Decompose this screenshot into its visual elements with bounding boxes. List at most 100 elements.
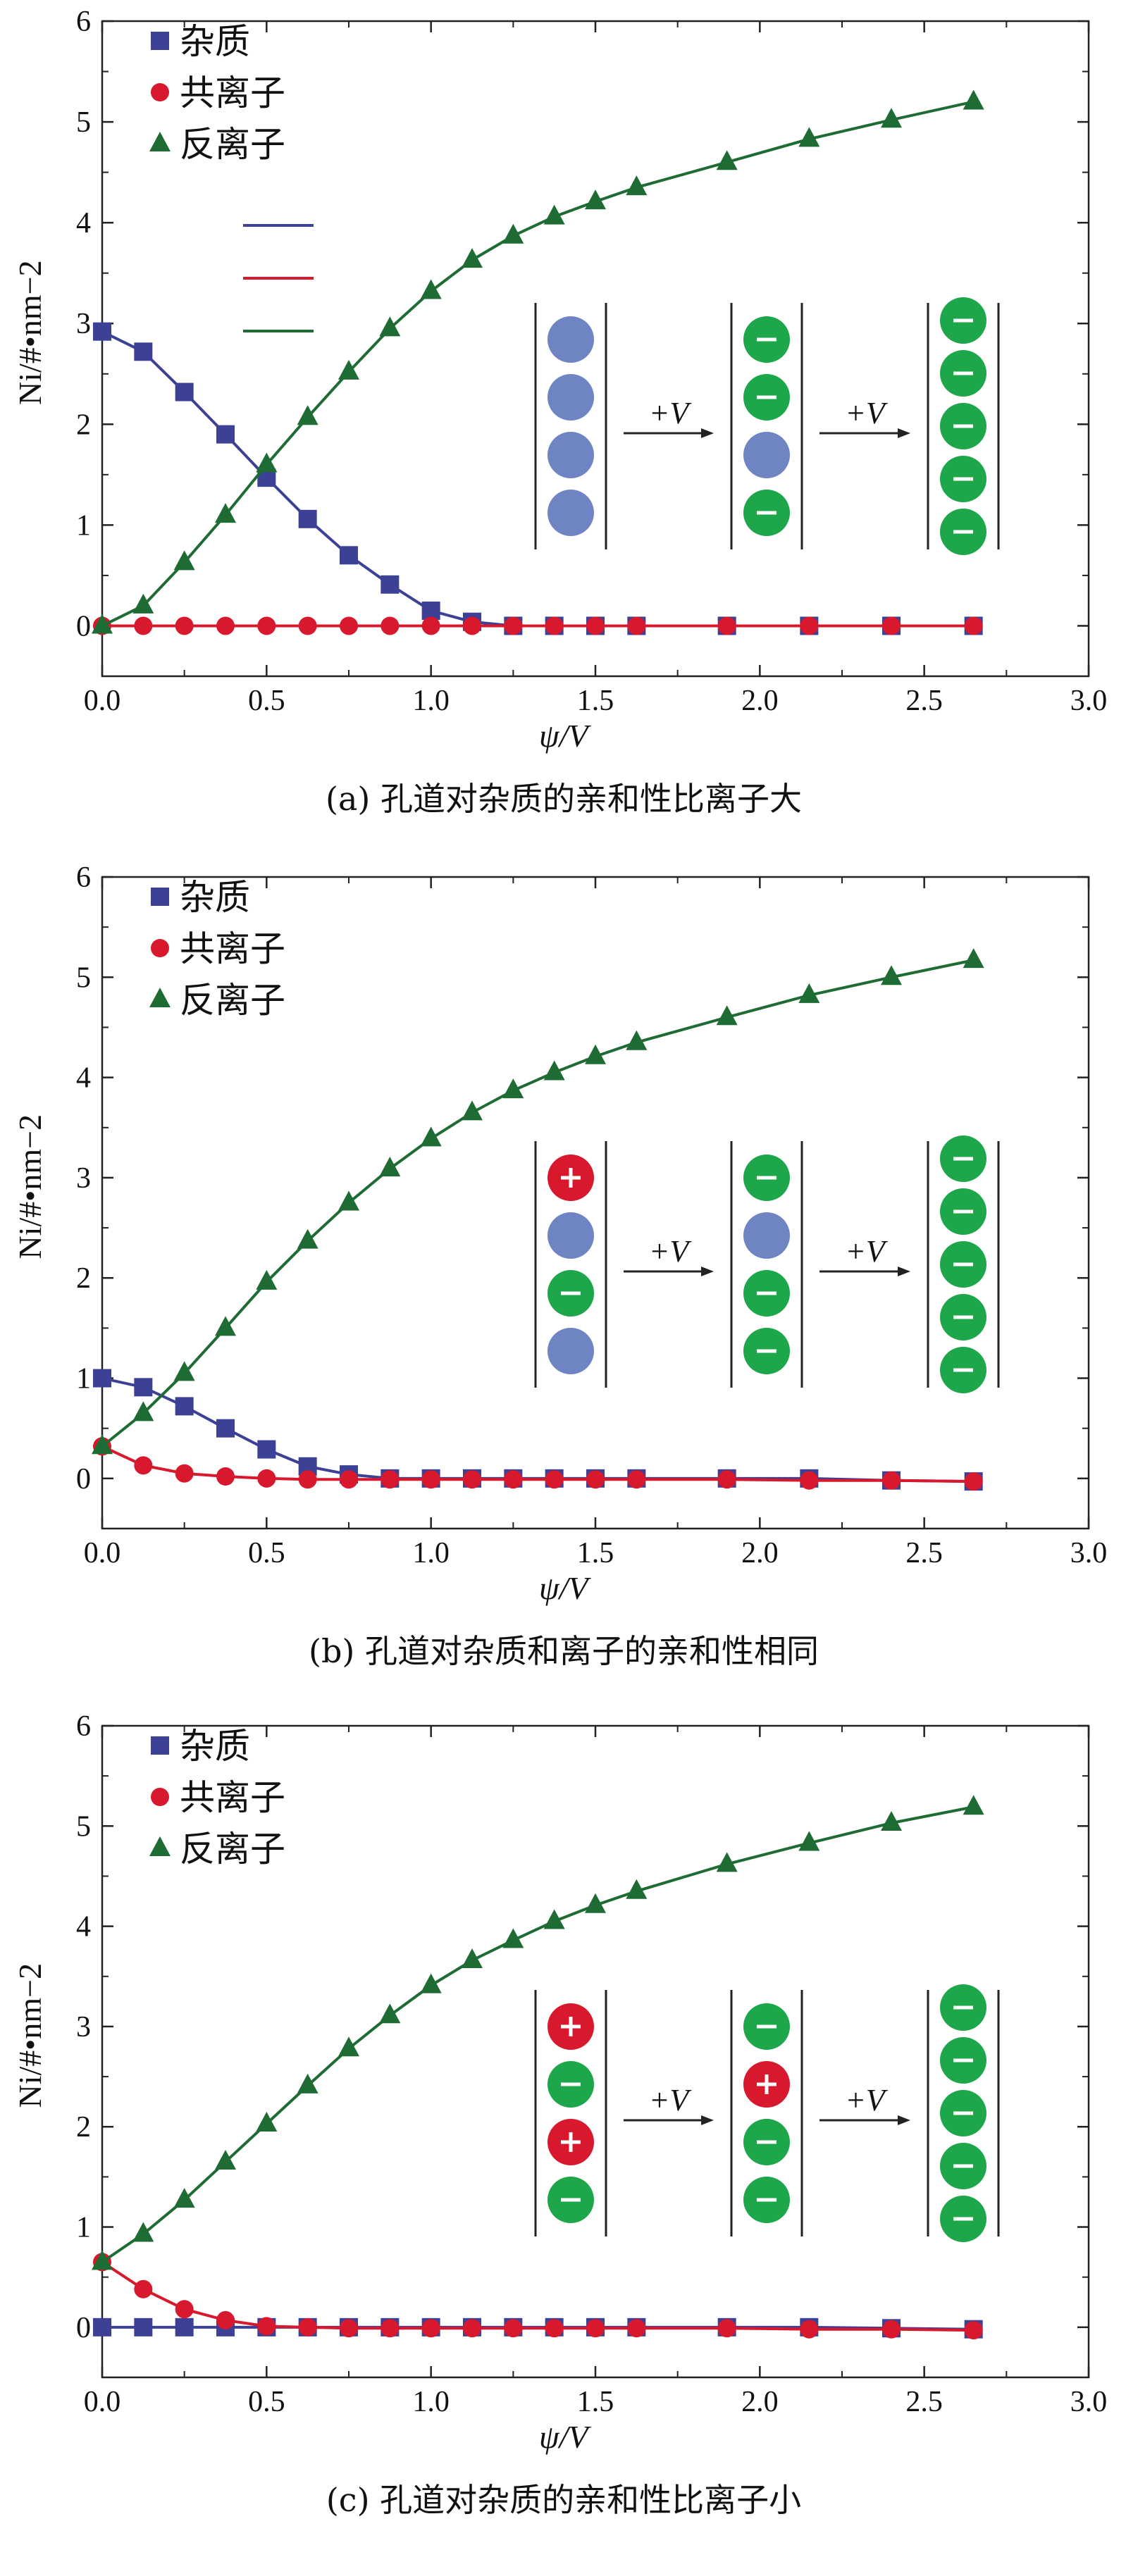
data-point (175, 1397, 194, 1416)
chart-panel-3: 0.0 0.5 1.0 1.5 2.0 2.5 3.0 0 1 2 3 4 5 6 ψ/V Ni/#•nm−2… (12, 1710, 1107, 2519)
data-point (504, 1470, 523, 1489)
data-point (257, 1440, 276, 1459)
y-tick-label: 6 (76, 861, 91, 894)
data-point (92, 1434, 113, 1455)
series-co-ion (93, 1437, 983, 1491)
data-point (716, 150, 738, 170)
data-point (585, 189, 606, 210)
data-point (627, 2319, 646, 2338)
y-tick-label: 6 (76, 1710, 91, 1743)
data-point (798, 127, 820, 147)
data-point (173, 1361, 195, 1381)
x-tick-label: 0.0 (84, 685, 121, 717)
x-tick-label: 3.0 (1070, 2386, 1108, 2418)
y-tick-label: 2 (76, 1262, 91, 1295)
x-tick-label: 1.5 (577, 2386, 614, 2418)
data-point (586, 2319, 605, 2338)
series-line (101, 100, 975, 628)
data-point (256, 452, 278, 473)
voltage-arrow-head (701, 2115, 714, 2125)
data-point (626, 175, 648, 196)
legend-label: 杂质 (180, 21, 250, 62)
data-point (462, 248, 483, 268)
data-point (627, 616, 646, 635)
channel-ball-neutral (547, 316, 594, 363)
x-tick-label: 1.0 (412, 1537, 450, 1569)
data-point (502, 223, 524, 244)
data-point (543, 1060, 565, 1081)
data-point (338, 1190, 359, 1211)
data-point (545, 2319, 564, 2338)
data-point (256, 2111, 278, 2132)
data-point (463, 1470, 481, 1489)
y-tick-label: 2 (76, 409, 91, 441)
channel-schematic: +V +V (534, 297, 1000, 555)
data-point (175, 616, 194, 635)
series-line (101, 330, 974, 628)
voltage-arrow-head (898, 1267, 910, 1276)
y-tick-label: 3 (76, 2011, 91, 2043)
data-point (462, 1100, 483, 1121)
series-line (101, 1805, 975, 2263)
channel-schematic: +V +V (534, 1984, 1000, 2242)
data-point (216, 1467, 235, 1486)
data-point (504, 616, 523, 635)
data-point (502, 1928, 524, 1948)
data-point (216, 425, 235, 444)
data-point (798, 983, 820, 1003)
data-point (798, 1831, 820, 1851)
y-tick-label: 4 (76, 207, 91, 239)
data-point (132, 2222, 154, 2242)
legend-label: 杂质 (180, 1726, 250, 1767)
data-point (421, 1470, 440, 1489)
x-tick-label: 1.5 (577, 685, 614, 717)
data-point (175, 382, 194, 402)
y-tick-label: 4 (76, 1062, 91, 1095)
data-point (882, 616, 901, 635)
legend-label: 反离子 (180, 980, 285, 1021)
data-point (338, 359, 359, 380)
data-point (882, 2320, 901, 2339)
data-point (298, 616, 317, 635)
x-tick-label: 2.0 (741, 2386, 779, 2418)
data-point (134, 2279, 153, 2298)
data-point (543, 1909, 565, 1929)
legend-marker (151, 83, 169, 101)
data-point (340, 616, 358, 635)
data-point (215, 2150, 236, 2170)
y-tick-label: 0 (76, 610, 91, 642)
data-point (297, 2073, 318, 2093)
x-tick-label: 2.5 (905, 2386, 943, 2418)
data-point (717, 616, 736, 635)
data-point (963, 89, 984, 110)
channel-ball-neutral (547, 490, 594, 536)
data-point (134, 616, 153, 635)
data-point (132, 593, 154, 614)
data-point (92, 614, 113, 634)
data-point (379, 316, 401, 337)
data-point (800, 616, 819, 635)
data-point (216, 1419, 235, 1438)
voltage-arrow-label: +V (845, 1234, 889, 1269)
legend-marker (149, 132, 171, 151)
y-tick-label: 1 (76, 2212, 91, 2244)
legend-label: 共离子 (180, 73, 285, 113)
data-point (297, 405, 318, 425)
y-tick-label: 3 (76, 308, 91, 340)
x-tick-label: 2.0 (741, 1537, 779, 1569)
data-point (717, 2319, 736, 2338)
data-point (298, 1470, 317, 1489)
data-point (463, 616, 481, 635)
x-tick-label: 2.0 (741, 685, 779, 717)
voltage-arrow-label: +V (649, 1234, 693, 1269)
data-point (800, 2320, 819, 2339)
data-point (134, 1378, 153, 1397)
y-tick-label: 5 (76, 106, 91, 139)
data-point (463, 2319, 481, 2338)
legend-label: 反离子 (180, 1829, 285, 1869)
series-counter-ion (92, 948, 984, 1455)
data-point (585, 1893, 606, 1913)
legend-label: 杂质 (180, 877, 250, 918)
data-point (627, 1470, 646, 1489)
